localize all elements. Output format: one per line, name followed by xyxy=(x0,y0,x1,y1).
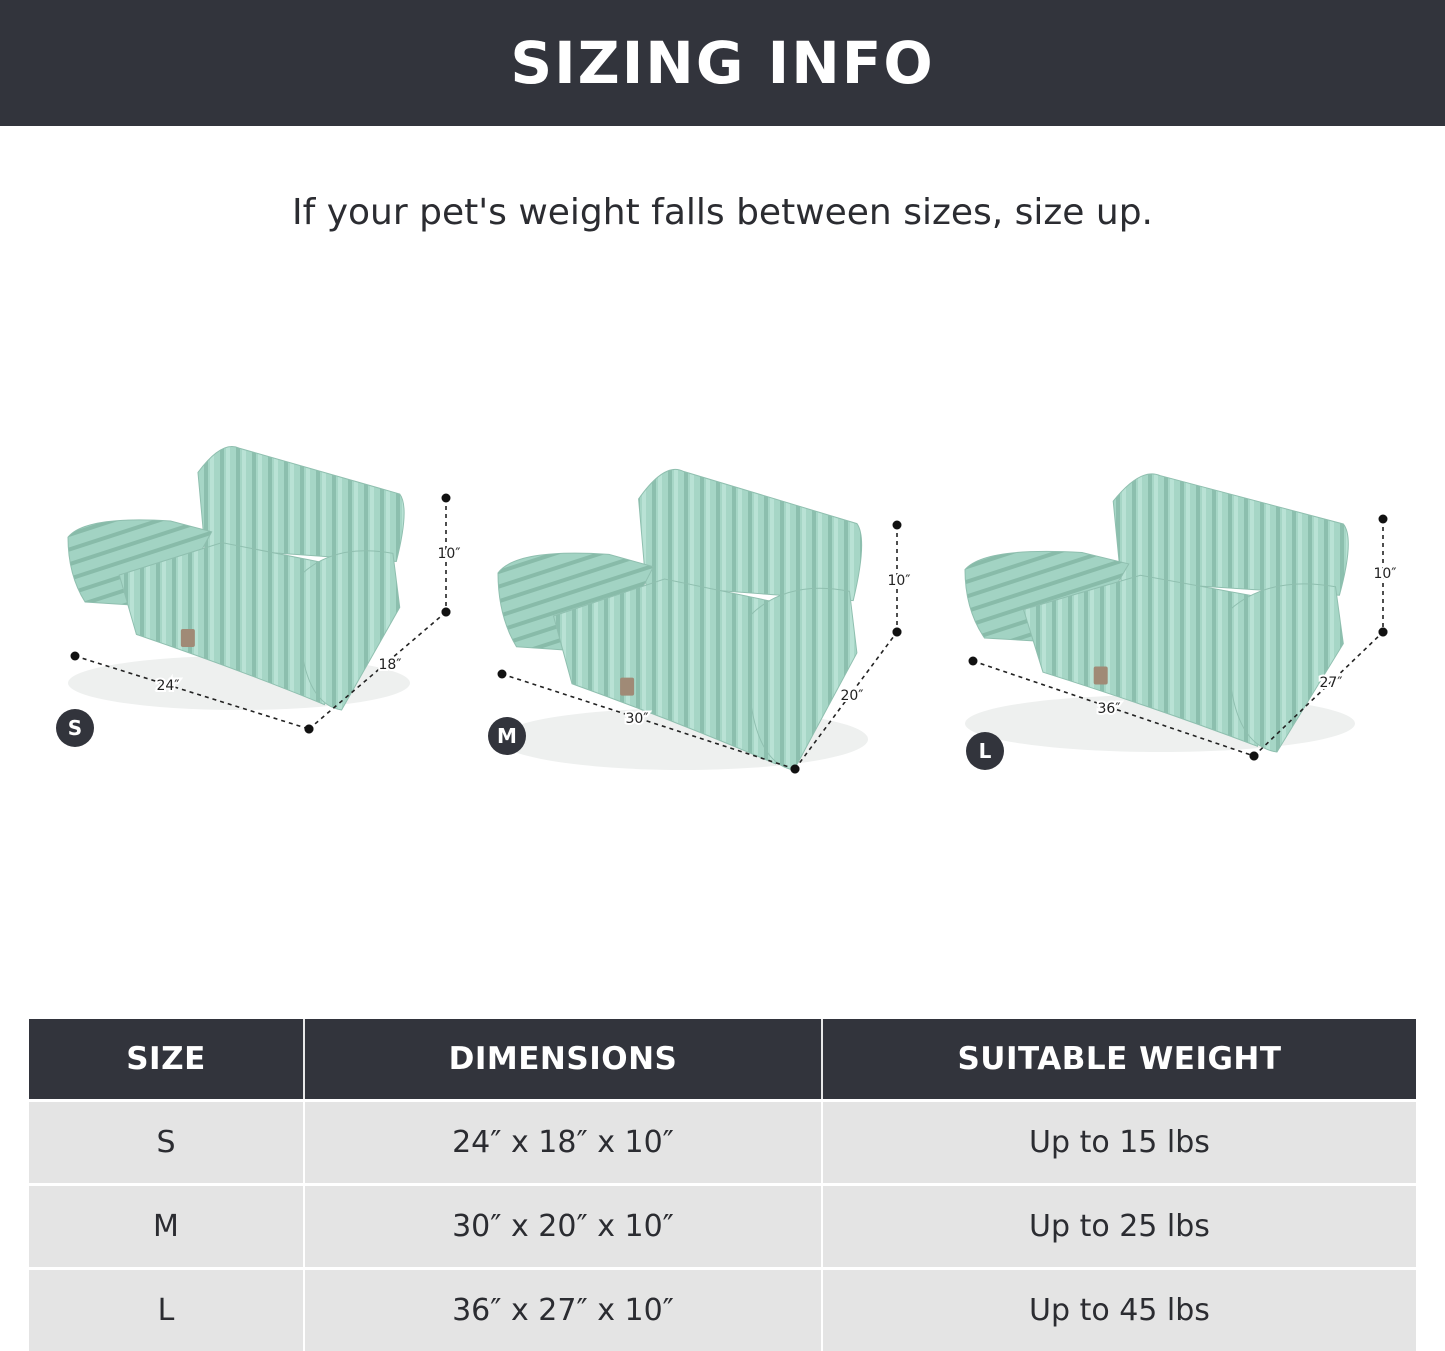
dimension-endpoint xyxy=(442,608,451,617)
column-header-weight: SUITABLE WEIGHT xyxy=(822,1019,1416,1101)
depth-label: 27″ xyxy=(1319,675,1342,691)
cell-dimensions: 24″ x 18″ x 10″ xyxy=(304,1101,822,1185)
brand-tag-icon xyxy=(181,629,195,647)
bed-l xyxy=(965,474,1355,752)
height-label: 10″ xyxy=(1373,566,1396,582)
cell-size: S xyxy=(29,1101,304,1185)
width-label: 30″ xyxy=(625,711,648,727)
dimension-endpoint xyxy=(71,652,80,661)
cell-weight: Up to 25 lbs xyxy=(822,1185,1416,1269)
cell-dimensions: 36″ x 27″ x 10″ xyxy=(304,1269,822,1351)
depth-label: 18″ xyxy=(378,657,401,673)
dimension-endpoint xyxy=(893,521,902,530)
dimension-endpoint xyxy=(305,725,314,734)
cell-weight: Up to 15 lbs xyxy=(822,1101,1416,1185)
width-label: 36″ xyxy=(1097,701,1120,717)
height-label: 10″ xyxy=(887,573,910,589)
depth-label: 20″ xyxy=(840,688,863,704)
height-label: 10″ xyxy=(437,546,460,562)
brand-tag-icon xyxy=(1094,667,1108,685)
cell-weight: Up to 45 lbs xyxy=(822,1269,1416,1351)
table-header-row: SIZE DIMENSIONS SUITABLE WEIGHT xyxy=(29,1019,1416,1101)
dimension-endpoint xyxy=(1250,752,1259,761)
table-row: M 30″ x 20″ x 10″ Up to 25 lbs xyxy=(29,1185,1416,1269)
size-badge-label: S xyxy=(68,716,82,740)
cell-size: L xyxy=(29,1269,304,1351)
dimension-endpoint xyxy=(893,628,902,637)
table-row: S 24″ x 18″ x 10″ Up to 15 lbs xyxy=(29,1101,1416,1185)
dimension-endpoint xyxy=(498,670,507,679)
brand-tag-icon xyxy=(620,678,634,696)
cell-size: M xyxy=(29,1185,304,1269)
size-badge-label: M xyxy=(497,724,517,748)
width-label: 24″ xyxy=(156,678,179,694)
column-header-size: SIZE xyxy=(29,1019,304,1101)
dimension-endpoint xyxy=(969,657,978,666)
dimension-endpoint xyxy=(791,765,800,774)
table-row: L 36″ x 27″ x 10″ Up to 45 lbs xyxy=(29,1269,1416,1351)
column-header-dimensions: DIMENSIONS xyxy=(304,1019,822,1101)
dimension-endpoint xyxy=(1379,628,1388,637)
cell-dimensions: 30″ x 20″ x 10″ xyxy=(304,1185,822,1269)
bed-s xyxy=(68,446,410,710)
sizing-table: SIZE DIMENSIONS SUITABLE WEIGHT S 24″ x … xyxy=(29,1019,1416,1351)
bed-m xyxy=(498,469,868,770)
dimension-endpoint xyxy=(1379,515,1388,524)
dimension-endpoint xyxy=(442,494,451,503)
size-badge-label: L xyxy=(979,739,992,763)
bed-illustrations: 24″ 18″ 10″ S 30″ 20″ 10″ M 36″ 27″ 10″ L xyxy=(0,0,1445,1000)
